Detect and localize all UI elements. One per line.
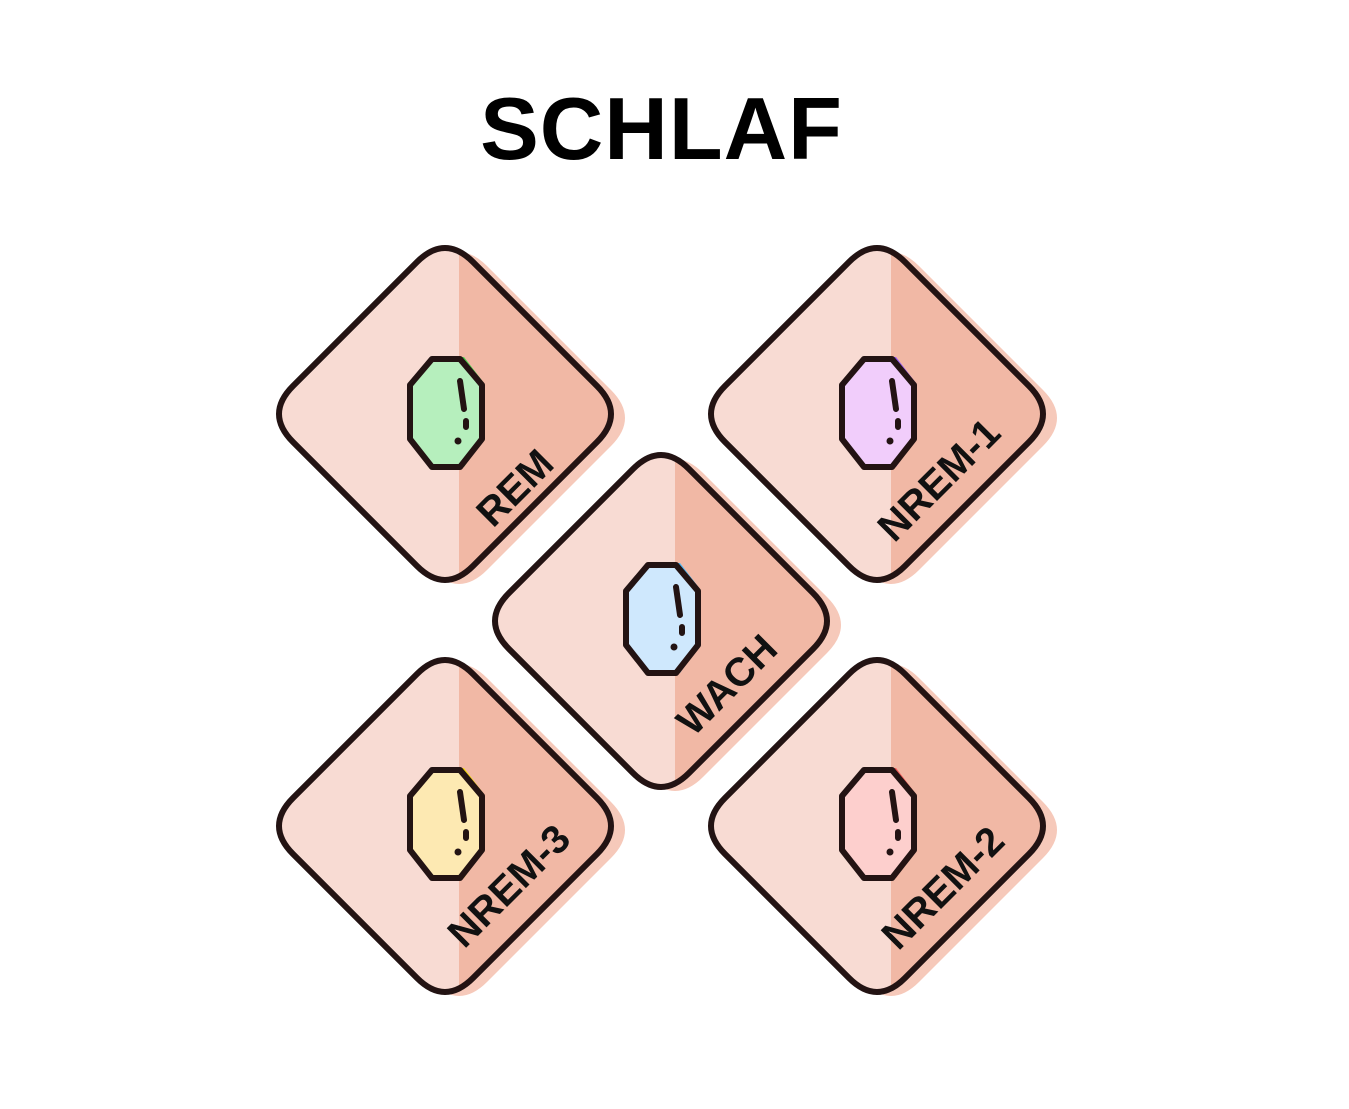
gem-icon	[407, 356, 485, 470]
gem-icon	[623, 562, 701, 676]
gem-icon	[839, 356, 917, 470]
page-title: SCHLAF	[480, 79, 843, 178]
gem-icon	[407, 767, 485, 881]
gem-icon	[839, 767, 917, 881]
